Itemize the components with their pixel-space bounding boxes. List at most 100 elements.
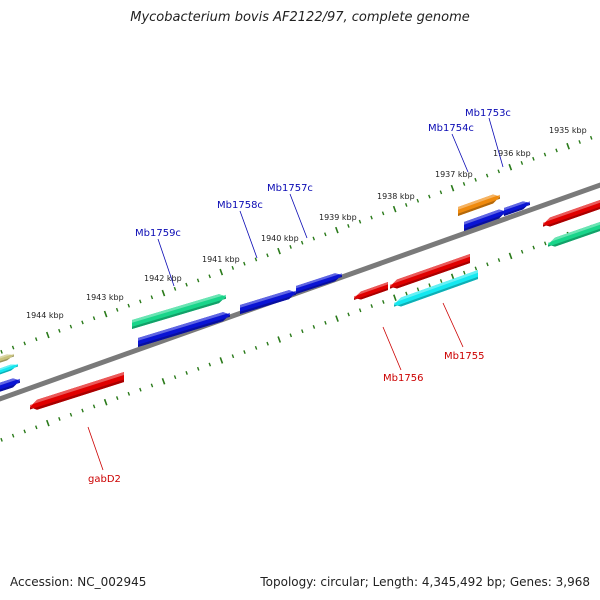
scale-minor-tick	[81, 408, 84, 413]
gene-feature	[504, 201, 530, 216]
scale-minor-tick	[266, 341, 269, 346]
gene-feature	[464, 209, 506, 231]
label-leader-line	[442, 302, 464, 348]
scale-minor-tick	[208, 362, 212, 367]
scale-minor-tick	[439, 279, 443, 283]
scale-minor-tick	[370, 304, 374, 309]
scale-major-tick	[450, 184, 455, 192]
scale-minor-tick	[428, 283, 431, 288]
scale-minor-tick	[173, 375, 177, 380]
scale-minor-tick	[312, 236, 316, 241]
scale-minor-tick	[532, 245, 535, 250]
scale-label: 1940 kbp	[261, 234, 299, 243]
label-leader-line	[157, 238, 175, 287]
scale-label: 1944 kbp	[26, 311, 64, 320]
scale-minor-tick	[115, 307, 119, 312]
scale-minor-tick	[428, 194, 431, 199]
gene-feature	[132, 294, 226, 329]
scale-minor-tick	[127, 391, 131, 396]
scale-major-tick	[566, 142, 570, 150]
scale-major-tick	[161, 378, 166, 385]
scale-minor-tick	[243, 350, 246, 354]
scale-minor-tick	[34, 337, 38, 342]
scale-minor-tick	[497, 169, 501, 174]
scale-minor-tick	[347, 312, 350, 317]
gene-label: Mb1753c	[465, 108, 511, 119]
scale-minor-tick	[589, 135, 593, 140]
scale-minor-tick	[150, 295, 154, 300]
scale-minor-tick	[497, 258, 501, 263]
scale-minor-tick	[382, 299, 385, 304]
scale-minor-tick	[69, 324, 73, 329]
map-title: Mycobacterium bovis AF2122/97, complete …	[130, 10, 470, 25]
feature-track	[0, 194, 600, 410]
scale-label: 1938 kbp	[377, 192, 415, 201]
scale-minor-tick	[243, 261, 246, 266]
scale-minor-tick	[324, 320, 327, 325]
scale-minor-tick	[139, 387, 142, 392]
scale-major-tick	[508, 163, 513, 171]
gene-feature	[0, 378, 20, 392]
scale-label: 1939 kbp	[319, 213, 357, 222]
scale-minor-tick	[312, 325, 316, 329]
scale-minor-tick	[92, 404, 96, 409]
scale-minor-tick	[0, 349, 3, 354]
scale-minor-tick	[439, 190, 443, 195]
scale-major-tick	[103, 398, 108, 406]
scale-minor-tick	[289, 333, 293, 338]
gene-feature	[296, 273, 342, 294]
label-leader-line	[239, 210, 258, 259]
scale-minor-tick	[23, 429, 26, 434]
scale-major-tick	[161, 289, 166, 297]
scale-minor-tick	[231, 354, 235, 359]
genome-summary-text: Topology: circular; Length: 4,345,492 bp…	[260, 575, 590, 589]
scale-minor-tick	[11, 345, 15, 350]
scale-minor-tick	[196, 366, 200, 371]
scale-major-tick	[277, 247, 281, 255]
accession-text: Accession: NC_002945	[10, 575, 147, 589]
scale-minor-tick	[404, 203, 408, 207]
gene-feature	[548, 222, 600, 247]
scale-minor-tick	[301, 329, 304, 334]
scale-minor-tick	[69, 412, 73, 417]
gene-feature	[543, 200, 600, 227]
scale-major-tick	[103, 310, 108, 318]
scale-major-tick	[393, 294, 397, 302]
gene-label: Mb1756	[383, 373, 423, 384]
scale-minor-tick	[254, 345, 258, 350]
scale-minor-tick	[11, 433, 15, 438]
scale-minor-tick	[23, 341, 26, 346]
scale-minor-tick	[381, 211, 385, 216]
scale-minor-tick	[58, 416, 61, 421]
scale-major-tick	[277, 336, 282, 343]
scale-minor-tick	[578, 140, 581, 144]
scale-major-tick	[46, 419, 50, 427]
scale-minor-tick	[324, 232, 327, 237]
scale-label: 1942 kbp	[144, 274, 182, 283]
scale-minor-tick	[81, 320, 84, 325]
scale-major-tick	[335, 226, 339, 234]
scale-minor-tick	[358, 219, 362, 224]
gene-label: Mb1755	[444, 351, 484, 362]
scale-minor-tick	[486, 262, 489, 267]
gene-label: Mb1759c	[135, 228, 181, 239]
scale-label: 1943 kbp	[86, 293, 124, 302]
scale-minor-tick	[35, 425, 38, 430]
scale-minor-tick	[347, 223, 350, 228]
scale-minor-tick	[543, 152, 547, 157]
scale-minor-tick	[58, 328, 61, 333]
gene-label: Mb1754c	[428, 123, 474, 134]
scale-minor-tick	[485, 173, 489, 178]
scale-minor-tick	[474, 177, 477, 182]
gene-labels: Mb1753c Mb1754c Mb1757c Mb1758c Mb1759c …	[87, 108, 511, 485]
label-leader-line	[382, 326, 402, 371]
scale-minor-tick	[0, 437, 3, 442]
scale-minor-tick	[208, 274, 211, 279]
gene-feature	[240, 290, 296, 314]
gene-feature	[138, 312, 230, 347]
scale-major-tick	[392, 205, 397, 213]
scale-label: 1936 kbp	[493, 149, 531, 158]
label-leader-line	[87, 426, 104, 471]
